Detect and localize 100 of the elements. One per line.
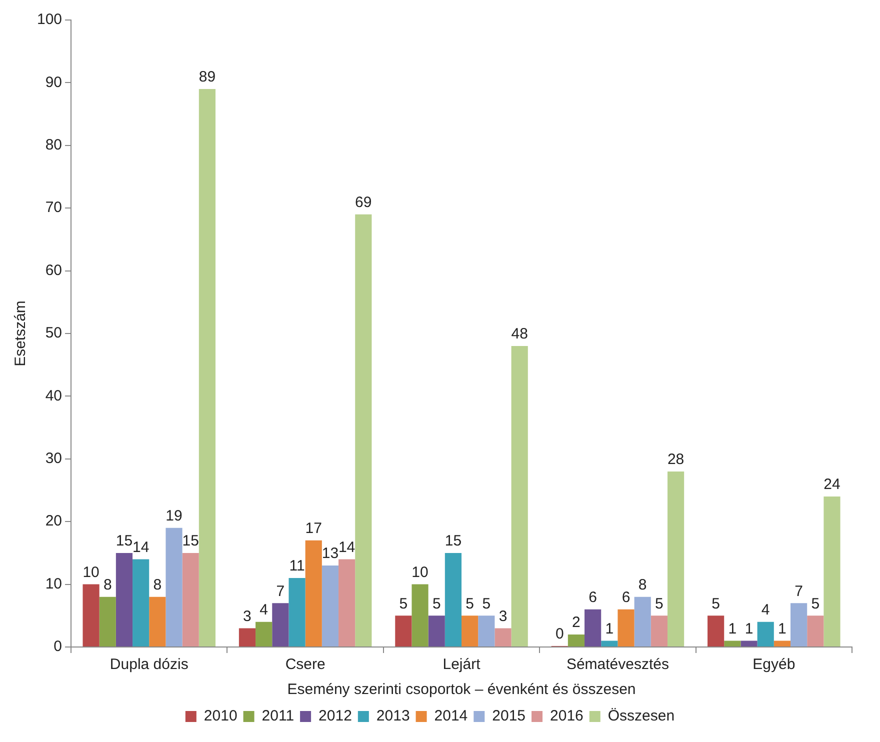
legend-label: 2015	[492, 708, 526, 725]
y-tick-label: 90	[45, 74, 62, 91]
bar	[256, 622, 272, 646]
data-label: 13	[322, 545, 339, 562]
data-label: 28	[667, 451, 684, 468]
bar	[708, 616, 724, 646]
bar	[288, 578, 306, 646]
bar	[462, 616, 478, 646]
data-label: 69	[355, 194, 372, 212]
data-label: 5	[482, 595, 491, 612]
bar	[757, 622, 774, 646]
y-tick-label: 70	[45, 199, 62, 216]
data-label: 15	[116, 532, 133, 550]
bar	[511, 346, 528, 646]
data-label: 7	[276, 582, 285, 600]
data-label: 14	[338, 538, 356, 556]
data-label: 5	[811, 595, 820, 612]
data-label: 19	[166, 508, 182, 525]
bar	[198, 88, 216, 646]
x-tick-label: Egyéb	[752, 656, 796, 674]
data-label: 5	[399, 595, 408, 612]
legend-label: 2012	[318, 708, 352, 725]
data-label: 89	[198, 68, 216, 86]
data-label: 10	[82, 564, 100, 581]
legend-label: 2014	[434, 708, 468, 725]
bar	[238, 628, 256, 646]
bar	[618, 609, 634, 646]
bar	[584, 609, 602, 646]
bar	[634, 596, 651, 646]
data-label: 48	[511, 326, 528, 343]
data-label: 1	[728, 620, 737, 638]
data-label: 15	[182, 532, 199, 550]
data-label: 5	[466, 595, 474, 612]
bar	[355, 214, 372, 646]
bar	[272, 603, 289, 646]
data-label: 8	[638, 576, 647, 594]
data-label: 2	[572, 614, 580, 632]
data-label: 6	[622, 589, 630, 606]
bar	[740, 640, 758, 646]
legend-label: 2010	[204, 708, 238, 725]
bar	[149, 596, 166, 646]
data-label: 0	[555, 626, 564, 643]
bar	[182, 552, 199, 646]
bar	[428, 616, 445, 646]
y-tick-label: 0	[54, 638, 62, 656]
data-label: 3	[243, 608, 252, 625]
data-label: 11	[289, 558, 305, 575]
legend-label: 2013	[376, 708, 410, 725]
x-tick-label: Sématévesztés	[566, 656, 669, 674]
bar	[338, 559, 356, 646]
data-label: 1	[744, 620, 754, 638]
legend-label: 2016	[550, 708, 584, 725]
bar	[305, 540, 322, 646]
x-tick-label: Csere	[285, 656, 326, 674]
bar	[395, 616, 412, 646]
data-label: 17	[305, 520, 322, 538]
bar	[412, 584, 428, 646]
data-label: 6	[588, 589, 597, 606]
data-label: 5	[432, 595, 441, 612]
y-tick-label: 40	[45, 387, 62, 404]
data-label: 4	[761, 602, 770, 619]
y-tick-label: 100	[36, 11, 62, 28]
bar	[478, 616, 495, 646]
bar	[444, 552, 462, 646]
bar	[568, 634, 585, 646]
bar	[82, 584, 100, 646]
bar	[824, 496, 840, 646]
data-label: 5	[712, 595, 720, 612]
y-tick-label: 20	[45, 512, 62, 530]
data-label: 7	[794, 582, 803, 600]
data-label: 10	[412, 564, 428, 581]
bar	[601, 640, 618, 646]
y-tick-label: 50	[45, 324, 62, 342]
data-label: 8	[153, 576, 162, 594]
legend-label: Összesen	[608, 708, 675, 725]
x-axis-title: Esemény szerinti csoportok – évenként és összesen	[287, 681, 636, 698]
bar	[116, 552, 133, 646]
y-tick-label: 30	[45, 450, 62, 468]
data-label: 3	[498, 608, 508, 625]
bar	[322, 565, 339, 646]
data-label: 14	[132, 538, 150, 556]
data-label: 24	[824, 476, 840, 494]
bar	[132, 559, 150, 646]
y-axis-title: Esetszám	[12, 300, 30, 366]
y-tick-label: 80	[45, 136, 62, 154]
legend-label: 2011	[262, 708, 294, 725]
bar	[650, 616, 668, 646]
data-label: 5	[655, 595, 664, 612]
data-label: 15	[444, 532, 462, 550]
bar	[99, 596, 116, 646]
y-tick-label: 10	[45, 575, 62, 592]
x-tick-label: Dupla dózis	[110, 656, 188, 674]
data-label: 4	[260, 602, 268, 619]
data-label: 8	[103, 576, 112, 594]
data-label: 1	[778, 620, 786, 638]
bar	[807, 616, 824, 646]
bar	[790, 603, 808, 646]
x-tick-label: Lejárt	[442, 656, 482, 674]
data-label: 1	[605, 620, 614, 638]
bar	[667, 471, 684, 646]
